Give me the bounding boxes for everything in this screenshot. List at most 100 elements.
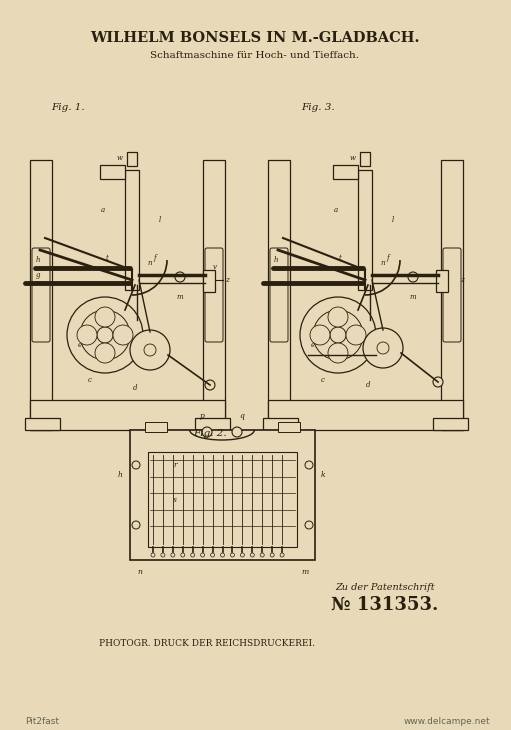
FancyBboxPatch shape [32,248,50,342]
Bar [30,160,52,430]
Circle shape [77,325,97,345]
Circle shape [305,461,313,469]
Bar [333,165,358,179]
Text: r: r [173,461,177,469]
Circle shape [232,427,242,437]
Circle shape [310,325,330,345]
Bar [145,422,167,432]
Bar [436,270,448,292]
Text: m: m [301,568,309,576]
Text: a: a [101,206,105,214]
Circle shape [250,553,254,557]
Bar [130,430,315,560]
Text: e: e [78,341,82,349]
Bar [441,160,463,430]
Bar [203,160,225,430]
Text: t: t [339,254,341,262]
Text: k: k [321,471,326,479]
Text: d: d [133,384,137,392]
Text: l: l [159,216,161,224]
Text: g: g [36,271,40,279]
Circle shape [211,553,215,557]
Text: n: n [381,259,385,267]
Circle shape [328,307,348,327]
Bar [433,418,468,430]
Circle shape [230,553,235,557]
Bar [360,152,370,166]
Circle shape [260,553,264,557]
Circle shape [330,327,346,343]
Text: s: s [173,496,177,504]
Bar [125,170,139,290]
Text: f: f [387,254,389,262]
Bar [148,452,297,547]
Text: c: c [88,376,92,384]
Circle shape [132,521,140,529]
Circle shape [130,330,170,370]
Text: m: m [410,293,416,301]
Bar [358,170,372,290]
Text: h: h [36,256,40,264]
Circle shape [191,553,195,557]
Text: t: t [106,254,108,262]
Text: h: h [118,471,123,479]
Text: № 131353.: № 131353. [331,596,438,614]
Bar [100,165,125,179]
Circle shape [408,272,418,282]
Text: v: v [213,263,217,271]
Circle shape [95,307,115,327]
Circle shape [202,427,212,437]
Circle shape [175,272,185,282]
Text: Zu der Patentschrift: Zu der Patentschrift [335,583,435,591]
Circle shape [377,342,389,354]
Circle shape [151,553,155,557]
FancyBboxPatch shape [205,248,223,342]
Text: m: m [177,293,183,301]
Text: Fig. 2.: Fig. 2. [193,429,227,437]
Text: Fig. 3.: Fig. 3. [301,102,335,112]
Text: Schaftmaschine für Hoch- und Tieffach.: Schaftmaschine für Hoch- und Tieffach. [151,52,360,61]
Text: www.delcampe.net: www.delcampe.net [403,718,490,726]
Circle shape [346,325,366,345]
Text: WILHELM BONSELS IN M.-GLADBACH.: WILHELM BONSELS IN M.-GLADBACH. [90,31,420,45]
Text: Fig. 1.: Fig. 1. [51,102,85,112]
Text: p: p [200,412,204,420]
Text: h: h [274,256,278,264]
Bar [263,418,298,430]
Text: Pit2fast: Pit2fast [25,718,59,726]
Text: f: f [154,254,156,262]
Circle shape [300,297,376,373]
FancyBboxPatch shape [443,248,461,342]
Bar [127,152,137,166]
Circle shape [161,553,165,557]
Circle shape [171,553,175,557]
Circle shape [113,325,133,345]
Text: n: n [137,568,143,576]
Text: d: d [366,381,370,389]
Bar [25,418,60,430]
Circle shape [270,553,274,557]
Circle shape [80,310,130,360]
Text: z: z [225,276,229,284]
Circle shape [95,343,115,363]
Circle shape [221,553,224,557]
Circle shape [305,521,313,529]
Circle shape [240,553,244,557]
Text: w: w [117,154,123,162]
Circle shape [181,553,185,557]
Circle shape [67,297,143,373]
Bar [268,160,290,430]
Text: l: l [392,216,394,224]
Text: n: n [148,259,152,267]
Text: z: z [460,276,464,284]
Text: w: w [350,154,356,162]
Circle shape [97,327,113,343]
Bar [30,400,225,430]
Text: a: a [334,206,338,214]
Bar [268,400,463,430]
Bar [278,422,300,432]
Circle shape [132,461,140,469]
Circle shape [363,328,403,368]
FancyBboxPatch shape [270,248,288,342]
Text: c: c [321,376,325,384]
